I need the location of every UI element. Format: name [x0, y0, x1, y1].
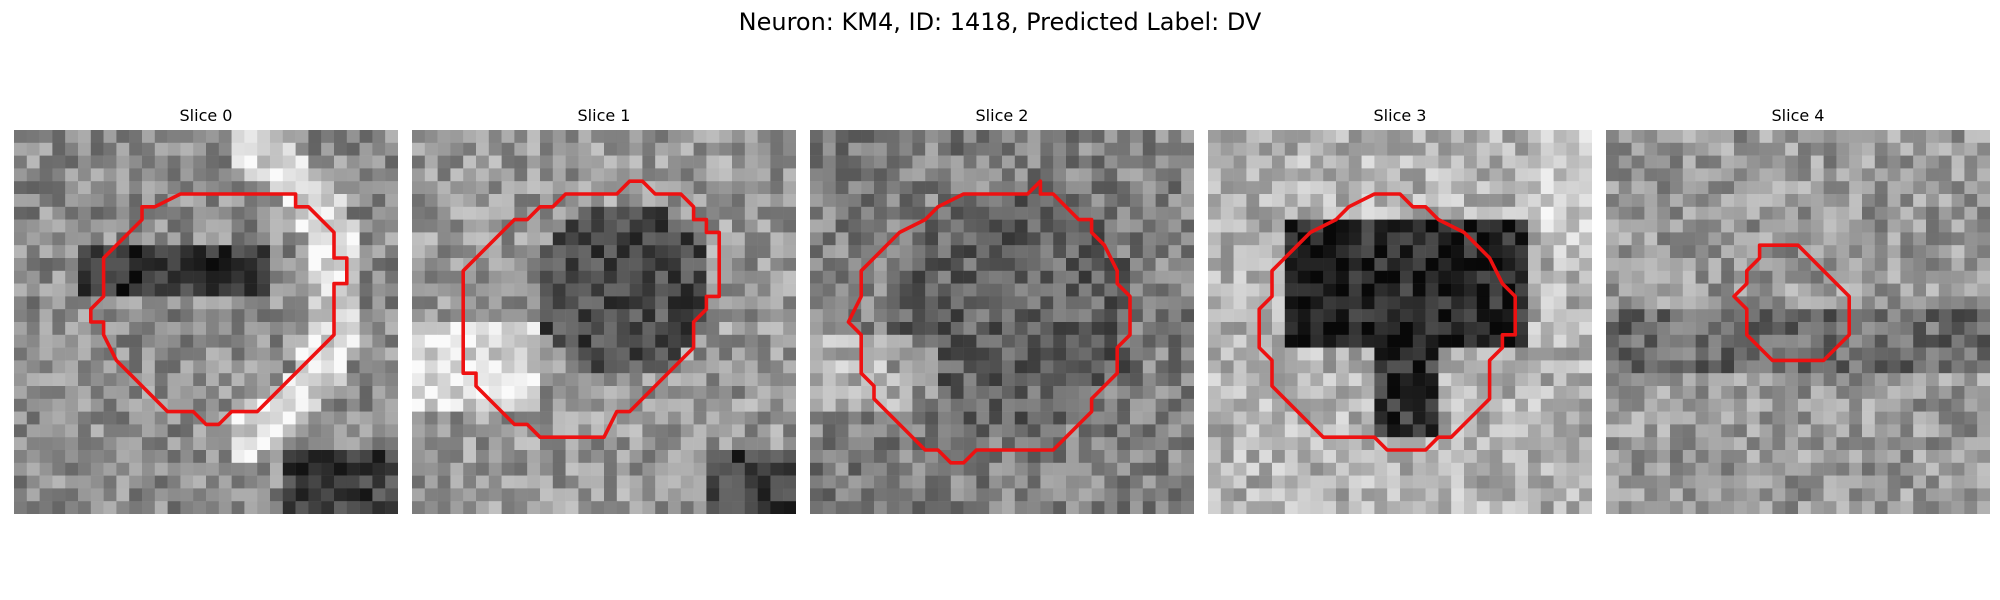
- pixel-texture: [412, 130, 796, 514]
- slice-panel: Slice 2: [810, 106, 1194, 514]
- slice-title: Slice 1: [577, 106, 631, 125]
- roi-contour: [1257, 192, 1517, 452]
- roi-contour: [846, 179, 1132, 465]
- slice-panel: Slice 1: [412, 106, 796, 514]
- slice-title: Slice 4: [1771, 106, 1825, 125]
- slice-image: [14, 130, 398, 514]
- slice-panel: Slice 4: [1606, 106, 1990, 514]
- slice-panel: Slice 0: [14, 106, 398, 514]
- pixel-texture: [1208, 130, 1592, 514]
- roi-contour: [1732, 243, 1851, 363]
- slice-title: Slice 0: [179, 106, 233, 125]
- slice-title: Slice 3: [1373, 106, 1427, 125]
- slice-image: [412, 130, 796, 514]
- slice-image: [1606, 130, 1990, 514]
- slice-image: [1208, 130, 1592, 514]
- pixel-texture: [1606, 130, 1990, 514]
- roi-contour: [89, 192, 349, 427]
- roi-contour: [461, 179, 721, 439]
- slice-image: [810, 130, 1194, 514]
- slice-panel: Slice 3: [1208, 106, 1592, 514]
- pixel-texture: [14, 130, 398, 514]
- figure-title: Neuron: KM4, ID: 1418, Predicted Label: …: [738, 8, 1262, 36]
- pixel-texture: [810, 130, 1194, 514]
- slice-title: Slice 2: [975, 106, 1029, 125]
